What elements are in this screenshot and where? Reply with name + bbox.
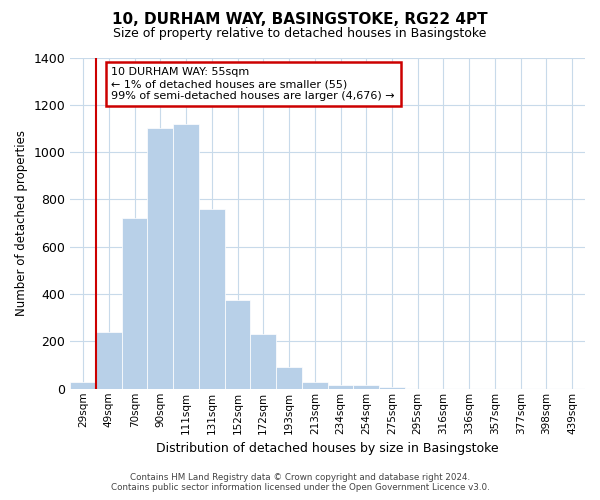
Bar [96,332,122,389]
Text: 10 DURHAM WAY: 55sqm
← 1% of detached houses are smaller (55)
99% of semi-detach: 10 DURHAM WAY: 55sqm ← 1% of detached ho… [112,68,395,100]
Text: 10, DURHAM WAY, BASINGSTOKE, RG22 4PT: 10, DURHAM WAY, BASINGSTOKE, RG22 4PT [112,12,488,28]
Bar [122,218,148,389]
Bar [70,382,96,389]
Bar [199,209,225,389]
X-axis label: Distribution of detached houses by size in Basingstoke: Distribution of detached houses by size … [157,442,499,455]
Bar [328,384,353,389]
Bar [250,334,276,389]
Text: Contains HM Land Registry data © Crown copyright and database right 2024.
Contai: Contains HM Land Registry data © Crown c… [110,473,490,492]
Bar [302,382,328,389]
Bar [353,385,379,389]
Bar [379,387,405,389]
Bar [225,300,250,389]
Bar [173,124,199,389]
Bar [276,368,302,389]
Y-axis label: Number of detached properties: Number of detached properties [15,130,28,316]
Bar [148,128,173,389]
Text: Size of property relative to detached houses in Basingstoke: Size of property relative to detached ho… [113,28,487,40]
